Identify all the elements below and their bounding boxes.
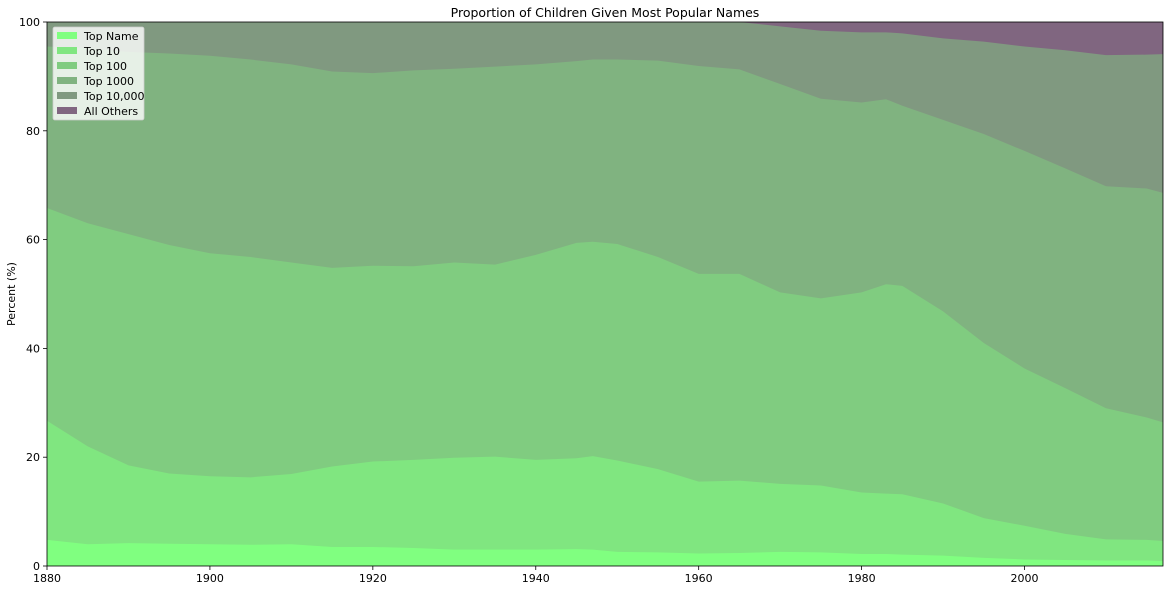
chart-title: Proportion of Children Given Most Popula… [451,5,760,20]
x-tick-label: 1940 [522,572,550,585]
y-tick-label: 80 [26,125,40,138]
legend-swatch [57,77,77,84]
legend-label: Top 100 [83,60,127,73]
legend-swatch [57,62,77,69]
legend-swatch [57,32,77,39]
area-layers [47,22,1163,567]
legend-label: Top 1000 [83,75,134,88]
y-tick-label: 60 [26,234,40,247]
x-tick-label: 1980 [848,572,876,585]
x-tick-label: 1920 [359,572,387,585]
legend-label: Top 10 [83,45,120,58]
legend-label: Top 10,000 [83,90,145,103]
plot-frame [46,21,1164,567]
y-tick-label: 100 [19,16,40,29]
x-tick-label: 1900 [196,572,224,585]
axes: 1880 1900 1920 1940 1960 1980 2000 0 20 40 60 80 100 [19,16,1164,585]
area-top-name [47,539,1163,566]
legend: Top Name Top 10 Top 100 Top 1000 Top 10,000 A… [52,26,145,121]
legend-label: All Others [84,105,138,118]
y-axis-label: Percent (%) [5,262,18,326]
x-tick-label: 1880 [33,572,61,585]
y-tick-label: 40 [26,342,40,355]
x-tick-label: 2000 [1011,572,1039,585]
legend-swatch [57,92,77,99]
x-tick-label: 1960 [685,572,713,585]
legend-swatch [57,107,77,114]
area-top-10 [47,420,1163,566]
legend-swatch [57,47,77,54]
y-tick-label: 0 [33,560,40,573]
y-tick-label: 20 [26,451,40,464]
legend-label: Top Name [83,30,139,43]
